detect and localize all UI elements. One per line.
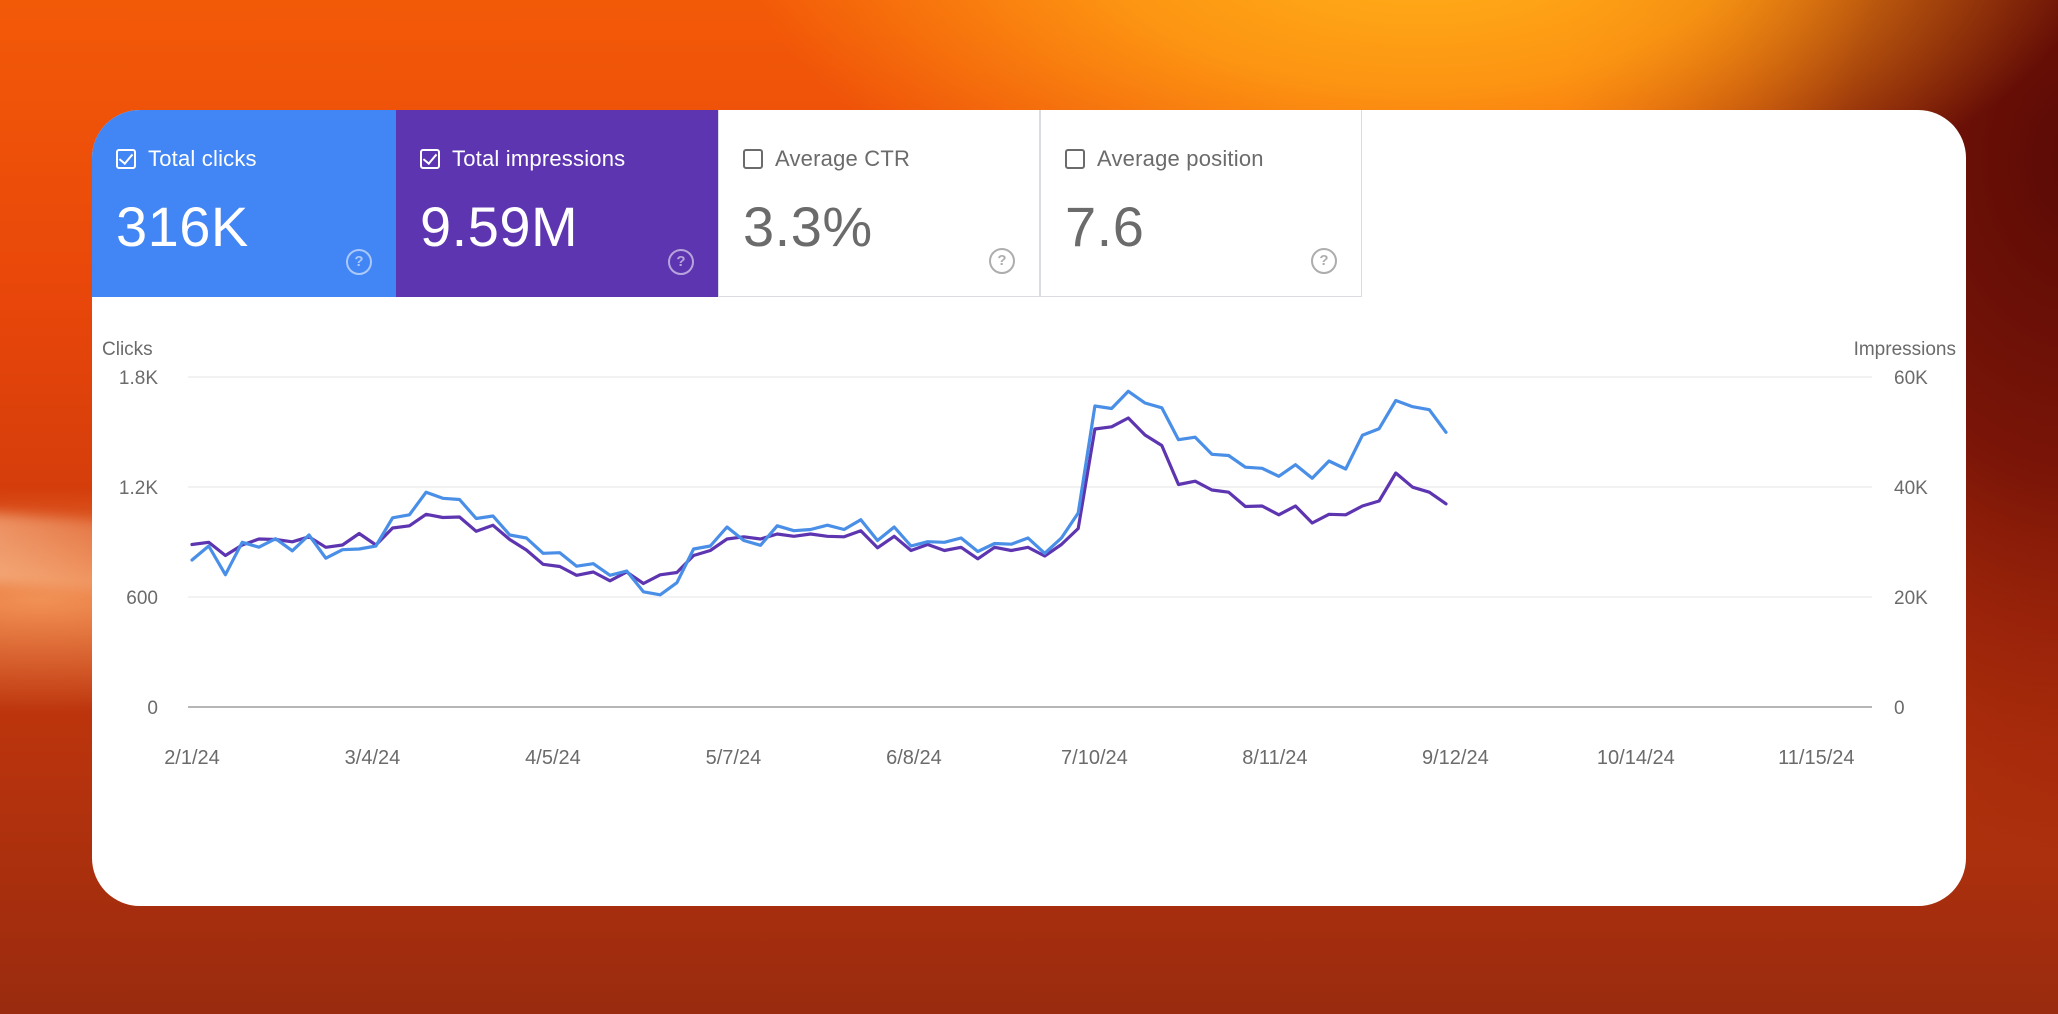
x-tick-label: 5/7/24 [706, 747, 762, 769]
left-tick-label: 1.2K [119, 478, 158, 499]
x-tick-label: 9/12/24 [1422, 747, 1489, 769]
impressions-series-line[interactable] [190, 416, 1448, 586]
tile-value: 7.6 [1065, 195, 1145, 258]
x-tick-label: 2/1/24 [164, 747, 220, 769]
left-axis-label: Clicks [102, 339, 153, 360]
right-tick-label: 0 [1894, 698, 1905, 719]
performance-card: Total clicks 316K ? Total impressions 9.… [92, 110, 1966, 906]
tile-value: 316K [116, 195, 249, 258]
tile-average-position[interactable]: Average position 7.6 ? [1040, 110, 1362, 297]
right-tick-label: 40K [1894, 478, 1928, 499]
checkbox-checked-icon[interactable] [420, 149, 440, 169]
tile-label: Average CTR [775, 146, 911, 171]
help-icon[interactable]: ? [668, 249, 694, 275]
x-tick-label: 8/11/24 [1242, 747, 1307, 769]
grid-lines [188, 376, 1872, 708]
help-icon[interactable]: ? [989, 248, 1015, 274]
series-lines[interactable] [190, 389, 1448, 597]
metric-tiles: Total clicks 316K ? Total impressions 9.… [92, 110, 1362, 297]
checkbox-checked-icon[interactable] [116, 149, 136, 169]
tile-total-clicks[interactable]: Total clicks 316K ? [92, 110, 396, 297]
tile-average-ctr[interactable]: Average CTR 3.3% ? [718, 110, 1040, 297]
x-tick-label: 7/10/24 [1061, 747, 1128, 769]
help-icon[interactable]: ? [1311, 248, 1337, 274]
right-tick-label: 60K [1894, 368, 1928, 389]
x-axis-ticks: 2/1/24 3/4/24 4/5/24 5/7/24 6/8/24 7/10/24 8/1… [164, 747, 1854, 769]
x-tick-label: 10/14/24 [1597, 747, 1675, 769]
clicks-series-line[interactable] [190, 389, 1448, 597]
tile-label: Total impressions [452, 146, 626, 171]
right-axis-ticks: 0 20K 40K 60K [1894, 368, 1928, 719]
tile-label: Average position [1097, 146, 1264, 171]
tile-value: 9.59M [420, 195, 579, 258]
tile-label: Total clicks [148, 146, 257, 171]
right-axis-label: Impressions [1854, 339, 1956, 360]
left-tick-label: 600 [126, 588, 158, 609]
chart-svg: Clicks Impressions 0 600 1.2K 1.8K 0 20K 40K 6… [102, 339, 1956, 769]
performance-chart: Clicks Impressions 0 600 1.2K 1.8K 0 20K 40K 6… [92, 297, 1966, 906]
left-tick-label: 0 [147, 698, 158, 719]
x-tick-label: 3/4/24 [345, 747, 401, 769]
checkbox-unchecked-icon[interactable] [743, 149, 763, 169]
tile-total-impressions[interactable]: Total impressions 9.59M ? [396, 110, 718, 297]
left-axis-ticks: 0 600 1.2K 1.8K [119, 368, 158, 719]
left-tick-label: 1.8K [119, 368, 158, 389]
tile-value: 3.3% [743, 195, 873, 258]
x-tick-label: 11/15/24 [1778, 747, 1854, 769]
x-tick-label: 6/8/24 [886, 747, 942, 769]
right-tick-label: 20K [1894, 588, 1928, 609]
checkbox-unchecked-icon[interactable] [1065, 149, 1085, 169]
x-tick-label: 4/5/24 [525, 747, 581, 769]
help-icon[interactable]: ? [346, 249, 372, 275]
